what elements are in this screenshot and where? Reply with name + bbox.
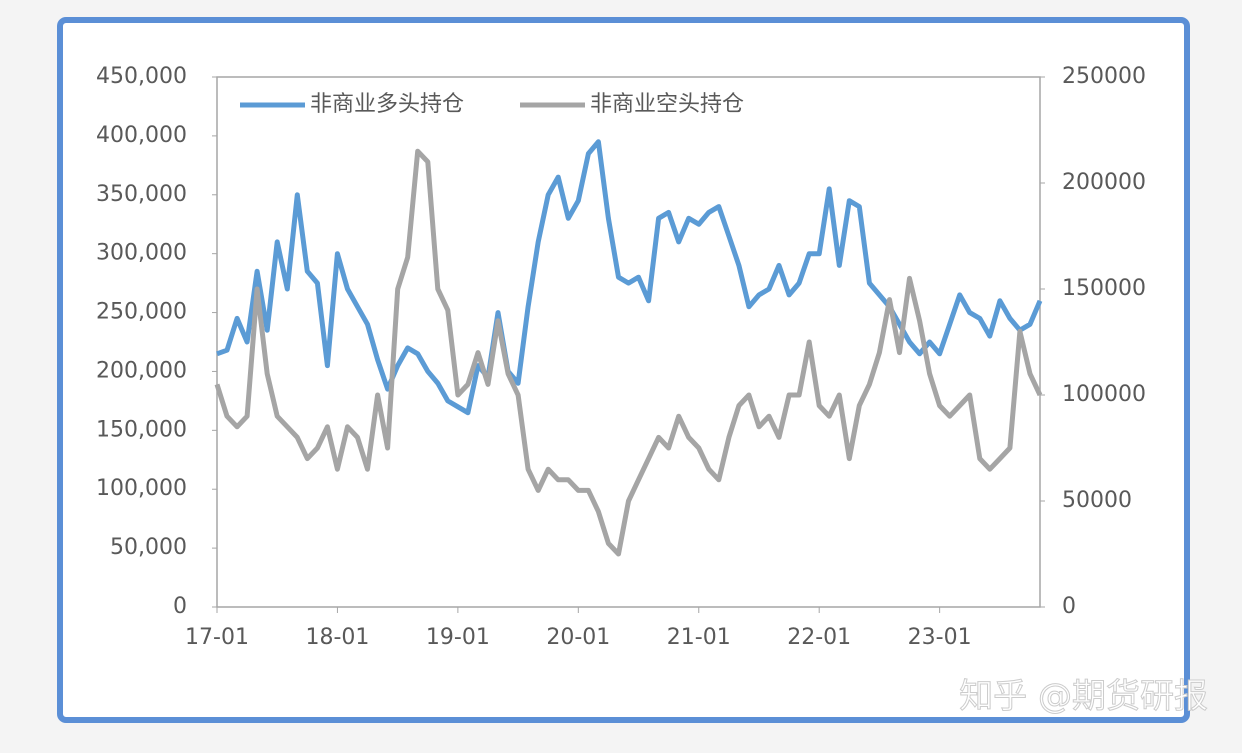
x-tick-label: 21-01: [667, 625, 731, 650]
series-line: [214, 148, 1043, 557]
plot-area: [216, 76, 1041, 608]
watermark: 知乎 @期货研报: [959, 677, 1208, 717]
x-tick-label: 17-01: [185, 625, 249, 650]
y2-tick-label: 250000: [1062, 64, 1146, 89]
y-tick-label: 50,000: [110, 535, 187, 560]
frame: [57, 17, 1190, 723]
x-tick-label: 23-01: [908, 625, 972, 650]
y2-tick-label: 150000: [1062, 276, 1146, 301]
y-tick-label: 450,000: [96, 64, 187, 89]
y2-tick-label: 100000: [1062, 382, 1146, 407]
x-tick-label: 22-01: [787, 625, 851, 650]
legend-label: 非商业空头持仓: [590, 92, 744, 117]
x-tick-label: 18-01: [305, 625, 369, 650]
y2-tick-label: 200000: [1062, 170, 1146, 195]
y-tick-label: 350,000: [96, 182, 187, 207]
x-tick-label: 19-01: [426, 625, 490, 650]
y-tick-label: 0: [173, 594, 187, 619]
x-tick-label: 20-01: [546, 625, 610, 650]
y-tick-label: 150,000: [96, 417, 187, 442]
y-tick-label: 250,000: [96, 300, 187, 325]
y-tick-label: 200,000: [96, 358, 187, 383]
y-tick-label: 300,000: [96, 241, 187, 266]
y-tick-label: 400,000: [96, 123, 187, 148]
y2-tick-label: 50000: [1062, 488, 1132, 513]
legend-label: 非商业多头持仓: [310, 92, 464, 117]
y2-tick-label: 0: [1062, 594, 1076, 619]
y-tick-label: 100,000: [96, 476, 187, 501]
